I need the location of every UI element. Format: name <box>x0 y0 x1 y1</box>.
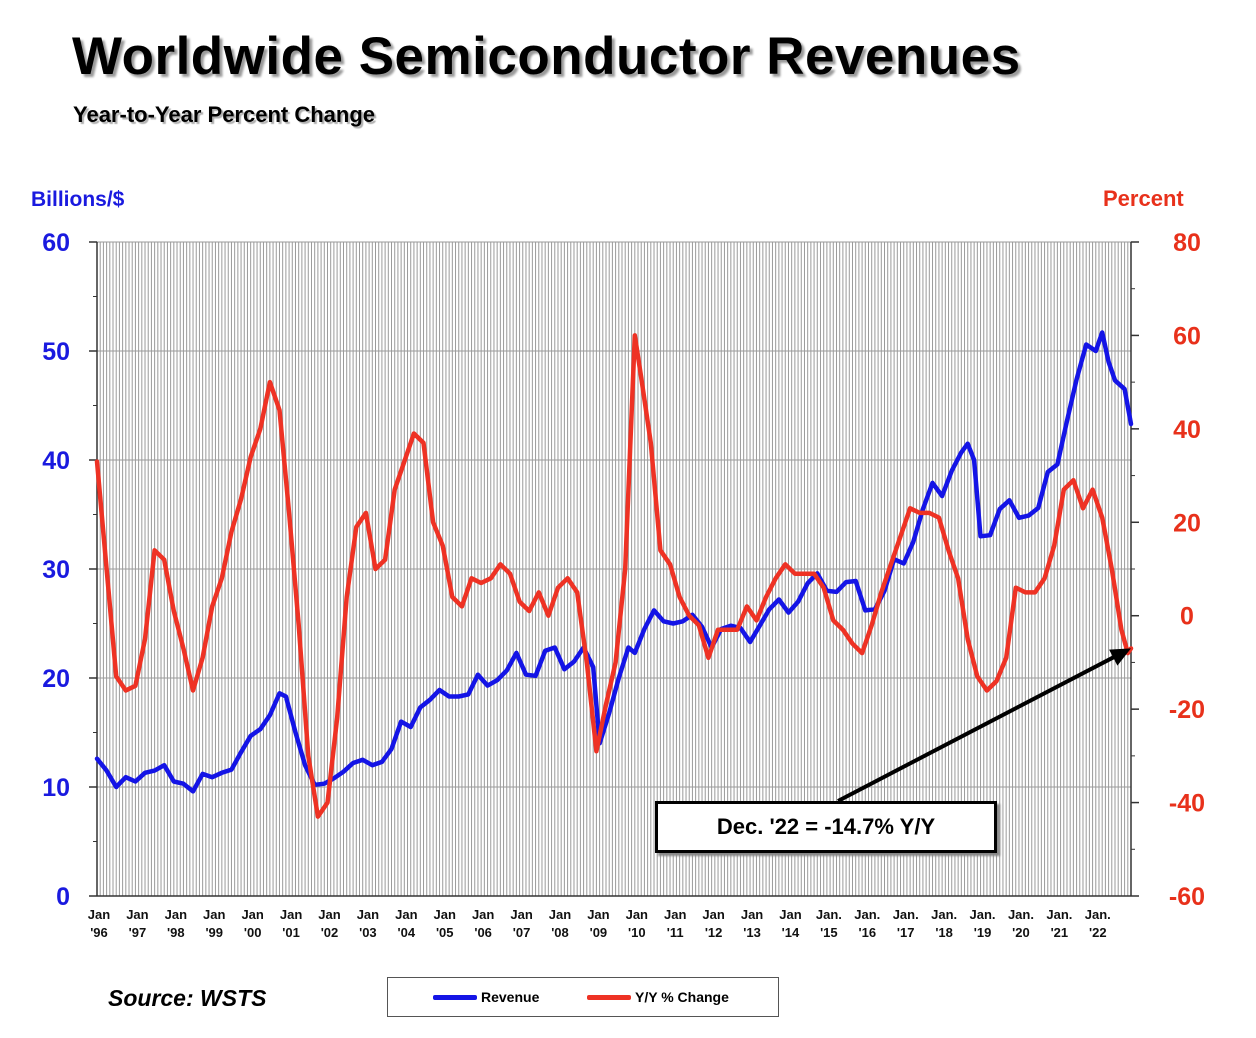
x-tick-label: Jan <box>126 907 148 922</box>
x-tick-label: Jan <box>626 907 648 922</box>
x-tick-label: Jan <box>357 907 379 922</box>
x-tick-label-year: '03 <box>359 925 377 940</box>
y-left-tick-label: 40 <box>42 447 70 475</box>
y-right-tick-label: 40 <box>1173 416 1201 444</box>
x-tick-label: Jan. <box>970 907 996 922</box>
chart-legend: Revenue Y/Y % Change <box>387 977 779 1017</box>
y-left-tick-label: 0 <box>56 883 70 911</box>
y-right-tick-label: 20 <box>1173 509 1201 537</box>
y-right-tick-label: 60 <box>1173 322 1201 350</box>
x-tick-label-year: '00 <box>244 925 262 940</box>
left-axis-unit-label: Billions/$ <box>31 188 125 211</box>
x-tick-label: Jan <box>549 907 571 922</box>
annotation-arrow-head <box>1109 648 1131 666</box>
x-tick-label: Jan <box>510 907 532 922</box>
x-tick-label: Jan <box>318 907 340 922</box>
y-right-tick-label: 0 <box>1180 603 1194 631</box>
x-tick-label-year: '13 <box>743 925 761 940</box>
x-tick-label-year: '22 <box>1089 925 1107 940</box>
annotation-callout: Dec. '22 = -14.7% Y/Y <box>655 801 997 853</box>
x-tick-label-year: '96 <box>90 925 108 940</box>
x-tick-label-year: '09 <box>590 925 608 940</box>
y-right-tick-label: -20 <box>1169 696 1205 724</box>
annotation-arrow-shaft <box>837 652 1120 803</box>
x-tick-label: Jan. <box>893 907 919 922</box>
x-tick-label-year: '14 <box>782 925 800 940</box>
x-tick-label-year: '08 <box>551 925 569 940</box>
x-tick-label-year: '99 <box>205 925 223 940</box>
x-tick-label-year: '17 <box>897 925 915 940</box>
x-tick-label: Jan <box>241 907 263 922</box>
y-left-tick-label: 30 <box>42 556 70 584</box>
legend-item-yy-change: Y/Y % Change <box>587 989 729 1005</box>
x-tick-label: Jan <box>395 907 417 922</box>
x-tick-label: Jan <box>664 907 686 922</box>
y-right-tick-label: 80 <box>1173 229 1201 257</box>
x-tick-label-year: '02 <box>321 925 339 940</box>
y-left-tick-label: 50 <box>42 338 70 366</box>
x-tick-label: Jan <box>88 907 110 922</box>
x-tick-label-year: '06 <box>474 925 492 940</box>
y-right-tick-label: -60 <box>1169 883 1205 911</box>
y-left-tick-label: 20 <box>42 665 70 693</box>
x-tick-label-year: '05 <box>436 925 454 940</box>
x-tick-label: Jan <box>587 907 609 922</box>
x-tick-label: Jan. <box>854 907 880 922</box>
x-tick-label-year: '98 <box>167 925 185 940</box>
legend-item-revenue: Revenue <box>433 989 539 1005</box>
right-axis-unit-label: Percent <box>1103 186 1184 211</box>
x-tick-label: Jan <box>779 907 801 922</box>
x-tick-label: Jan <box>280 907 302 922</box>
legend-swatch-yy-change <box>587 994 631 1000</box>
x-tick-label: Jan. <box>1008 907 1034 922</box>
x-tick-label: Jan <box>165 907 187 922</box>
x-tick-label: Jan <box>702 907 724 922</box>
x-tick-label: Jan <box>472 907 494 922</box>
x-tick-label-year: '12 <box>705 925 723 940</box>
x-tick-label-year: '18 <box>935 925 953 940</box>
x-tick-label: Jan. <box>1085 907 1111 922</box>
x-tick-label-year: '97 <box>129 925 147 940</box>
series-line-revenue <box>94 330 1134 794</box>
x-tick-label: Jan <box>434 907 456 922</box>
x-tick-label-year: '20 <box>1012 925 1030 940</box>
x-tick-label: Jan <box>741 907 763 922</box>
x-tick-label: Jan. <box>931 907 957 922</box>
x-tick-label-year: '16 <box>859 925 877 940</box>
chart-title: Worldwide Semiconductor Revenues <box>72 27 1021 86</box>
series-line-yy-change <box>94 333 1134 819</box>
source-note: Source: WSTS <box>108 985 267 1011</box>
legend-swatch-revenue <box>433 994 477 1000</box>
x-tick-label-year: '19 <box>974 925 992 940</box>
y-right-tick-label: -40 <box>1169 790 1205 818</box>
x-tick-label-year: '11 <box>667 925 684 940</box>
chart-subtitle: Year-to-Year Percent Change <box>73 102 376 127</box>
x-tick-label-year: '21 <box>1051 925 1069 940</box>
x-tick-label: Jan. <box>1046 907 1072 922</box>
legend-label-yy-change: Y/Y % Change <box>635 989 729 1005</box>
x-tick-label: Jan <box>203 907 225 922</box>
y-left-tick-label: 60 <box>42 229 70 257</box>
x-tick-label-year: '07 <box>513 925 531 940</box>
x-tick-label-year: '10 <box>628 925 646 940</box>
x-tick-label-year: '04 <box>398 925 416 940</box>
x-tick-label: Jan. <box>816 907 842 922</box>
legend-label-revenue: Revenue <box>481 989 540 1005</box>
y-left-tick-label: 10 <box>42 774 70 802</box>
x-tick-label-year: '01 <box>282 925 300 940</box>
x-tick-label-year: '15 <box>820 925 838 940</box>
